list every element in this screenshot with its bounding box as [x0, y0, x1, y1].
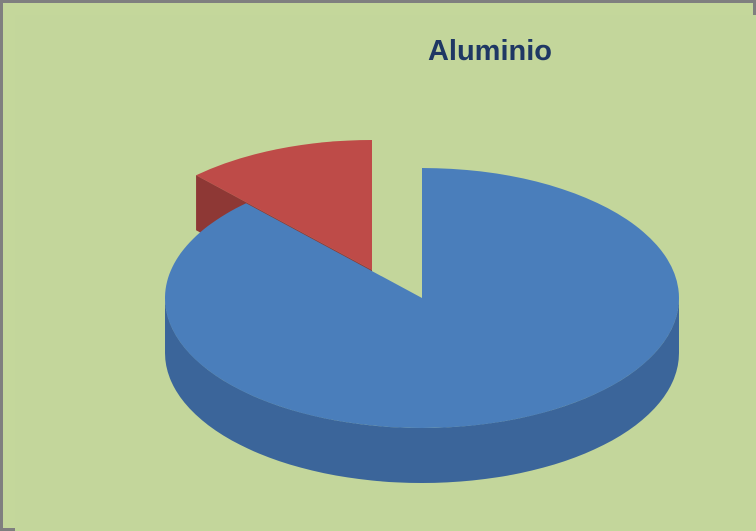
- chart-title: Aluminio: [428, 35, 552, 67]
- slice: [165, 168, 680, 428]
- slice-side: [165, 298, 679, 483]
- slice: [196, 140, 372, 270]
